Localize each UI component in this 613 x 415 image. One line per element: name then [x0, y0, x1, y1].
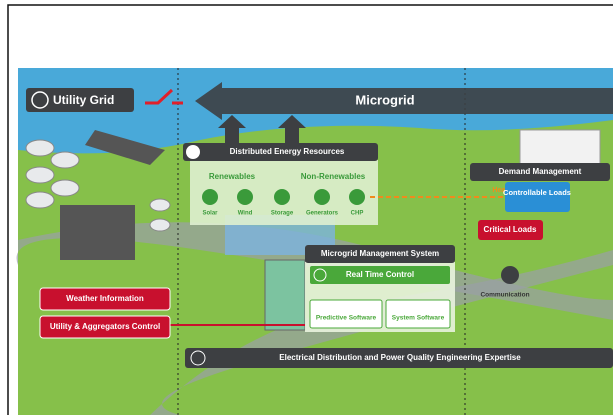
icon	[349, 189, 365, 205]
icon	[237, 189, 253, 205]
box	[309, 299, 383, 329]
label: Utility & Aggregators Control	[50, 322, 160, 331]
icon	[202, 189, 218, 205]
switch	[145, 88, 183, 105]
road	[150, 250, 613, 415]
label: Predictive Software	[316, 315, 377, 322]
box	[39, 315, 171, 339]
box	[478, 220, 543, 240]
tanks	[25, 139, 171, 232]
ship	[85, 130, 165, 165]
frame	[7, 4, 613, 415]
label: Communication	[480, 292, 529, 299]
building	[264, 259, 306, 331]
box	[39, 287, 171, 311]
label: Distributed Energy Resources	[230, 147, 345, 156]
icon	[314, 189, 330, 205]
label: Electrical Distribution and Power Qualit…	[279, 353, 521, 362]
label: Microgrid Management System	[321, 249, 439, 258]
label: CHP	[351, 211, 364, 217]
box	[310, 266, 450, 284]
label: Renewables	[209, 172, 256, 181]
label: Real Time Control	[346, 270, 414, 279]
icon	[190, 350, 206, 366]
label: System Software	[392, 315, 445, 322]
label: Heat	[492, 187, 508, 194]
label: Demand Management	[499, 167, 582, 176]
label: Microgrid	[355, 92, 414, 107]
icon	[274, 189, 290, 205]
microgrid-arrow	[195, 82, 613, 120]
plant	[60, 205, 135, 260]
header	[183, 143, 378, 161]
label: Wind	[238, 211, 253, 217]
icon	[501, 266, 519, 284]
icon	[313, 268, 327, 282]
arrow	[218, 115, 306, 145]
header	[305, 245, 455, 263]
label: Generators	[306, 211, 339, 217]
label: Non-Renewables	[301, 172, 366, 181]
box	[505, 182, 570, 212]
footer-bar	[185, 348, 613, 368]
label: Storage	[271, 211, 294, 217]
label: Utility Grid	[53, 93, 114, 107]
box	[385, 299, 451, 329]
label: Controllable Loads	[503, 188, 571, 197]
label: Critical Loads	[484, 225, 537, 234]
label: Weather Information	[66, 294, 144, 303]
icon	[186, 145, 200, 159]
icon	[31, 91, 49, 109]
header	[470, 163, 610, 181]
label: Solar	[202, 211, 218, 217]
utility-grid-banner	[26, 88, 134, 112]
